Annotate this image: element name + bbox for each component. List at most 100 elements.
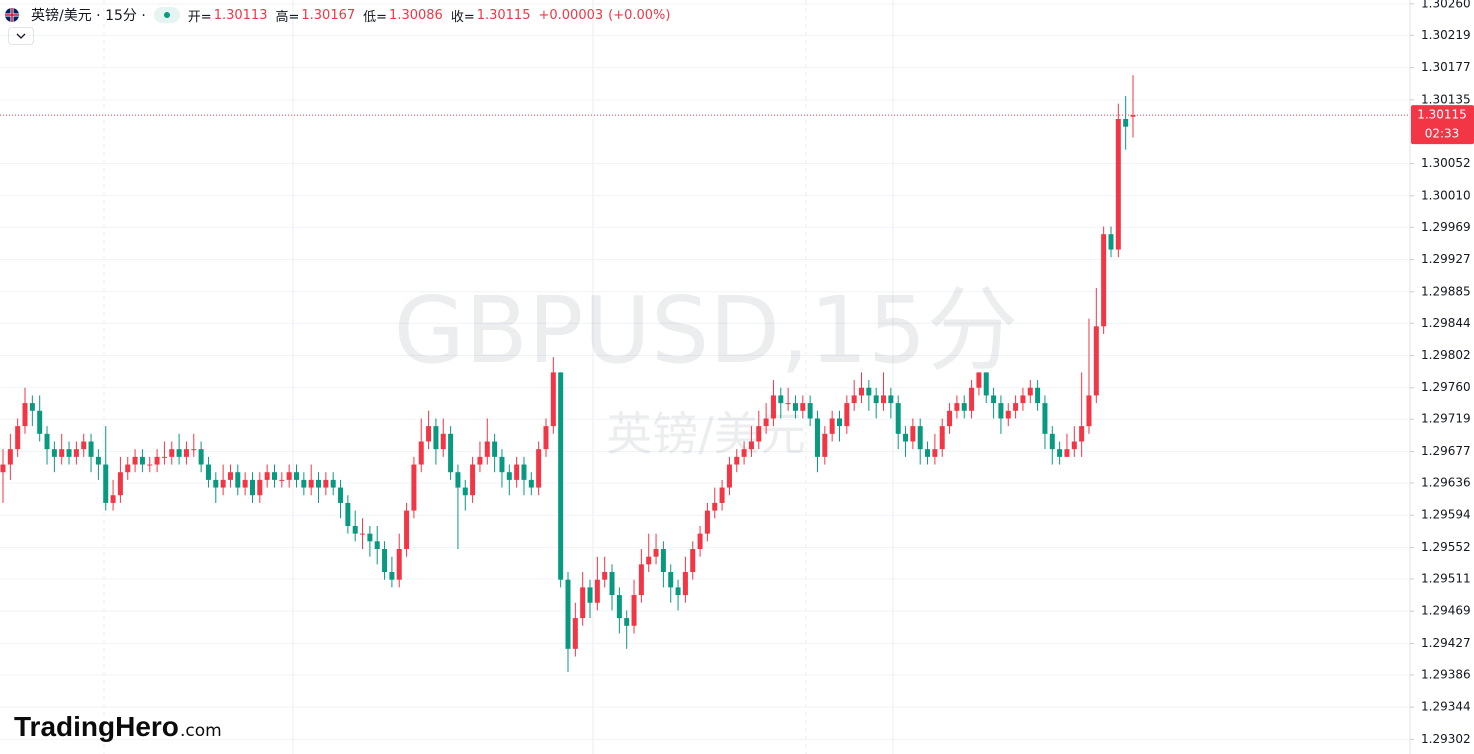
candle-body — [352, 525, 358, 534]
candle-body — [51, 449, 57, 457]
candle-body — [763, 418, 769, 427]
candle-body — [183, 449, 189, 457]
y-tick-label: 1.29594 — [1421, 508, 1471, 522]
y-tick-label: 1.29386 — [1421, 667, 1471, 681]
y-tick-label: 1.30219 — [1421, 28, 1471, 42]
candle-body — [345, 502, 351, 526]
y-tick-label: 1.29802 — [1421, 348, 1471, 362]
candle-body — [976, 372, 982, 388]
y-tick-label: 1.29427 — [1421, 636, 1471, 650]
candle-body — [81, 441, 87, 450]
candle-body — [550, 372, 556, 427]
candle-body — [125, 464, 131, 473]
candle-body — [176, 449, 182, 457]
candle-body — [873, 395, 879, 404]
candle-body — [844, 403, 850, 427]
low-value: 1.30086 — [389, 7, 443, 23]
candle-body — [22, 403, 28, 427]
candle-body — [396, 548, 402, 580]
candle-body — [800, 403, 806, 411]
last-price-label: 1.30115 — [1417, 108, 1467, 122]
countdown: 02:33 — [1425, 127, 1460, 141]
candle-body — [631, 595, 637, 626]
candle-body — [506, 472, 512, 480]
candle-body — [1042, 403, 1048, 434]
candle-body — [484, 441, 490, 457]
close-value: 1.30115 — [476, 7, 531, 23]
y-tick-label: 1.30010 — [1421, 188, 1471, 202]
candle-body — [734, 456, 740, 465]
candle-body — [0, 464, 6, 473]
candle-body — [279, 479, 285, 481]
candle-body — [932, 449, 938, 457]
symbol[interactable]: 英镑/美元 · 15分 · — [31, 8, 146, 24]
candle-body — [778, 395, 784, 404]
candle-body — [492, 441, 498, 457]
price-axis: 1.30260 1.30219 1.30177 1.30135 1.30052 1.300… — [1410, 0, 1474, 746]
candle-body — [205, 464, 211, 480]
candle-body — [95, 456, 101, 465]
candle-body — [594, 579, 600, 603]
candle-body — [961, 403, 967, 411]
candle-body — [147, 464, 153, 466]
candle-body — [954, 403, 960, 411]
candle-body — [565, 579, 571, 649]
candle-body — [558, 372, 564, 580]
candle-body — [301, 479, 307, 488]
candle-body — [910, 426, 916, 442]
candle-body — [822, 433, 828, 457]
candle-body — [271, 472, 277, 480]
candle-body — [712, 502, 718, 511]
candle-body — [330, 479, 336, 488]
candle-body — [888, 395, 894, 404]
candle-body — [638, 564, 644, 596]
candle-body — [360, 533, 366, 535]
candle-body — [404, 510, 410, 549]
candle-body — [316, 479, 322, 488]
candle-body — [191, 449, 197, 451]
high-label: 高= — [275, 9, 300, 25]
candle-body — [15, 426, 21, 450]
candle-body — [462, 487, 468, 496]
y-tick-label: 1.29636 — [1421, 475, 1471, 489]
candle-body — [338, 487, 344, 503]
candle-body — [1049, 433, 1055, 450]
candle-body — [792, 403, 798, 411]
candle-body — [983, 372, 989, 396]
y-tick-label: 1.30260 — [1421, 0, 1471, 10]
candle-body — [770, 395, 776, 419]
candle-body — [477, 456, 483, 465]
candle-body — [1086, 395, 1092, 427]
y-tick-label: 1.30177 — [1421, 60, 1471, 74]
y-tick-label: 1.29677 — [1421, 444, 1471, 458]
candle-body — [213, 479, 219, 488]
candle-body — [682, 572, 688, 596]
candle-body — [587, 587, 593, 603]
candle-body — [1130, 115, 1136, 117]
candle-body — [521, 464, 527, 480]
candle-body — [59, 449, 65, 457]
candle-body — [242, 479, 248, 488]
open-label: 开= — [187, 9, 212, 25]
candle-body — [998, 403, 1004, 419]
candle-body — [308, 479, 314, 488]
candle-body — [917, 426, 923, 450]
last-price-box — [1411, 105, 1474, 145]
candle-body — [939, 426, 945, 450]
candle-body — [1079, 426, 1085, 442]
candle-body — [198, 449, 204, 465]
candle-body — [110, 495, 116, 503]
collapse-button[interactable] — [8, 27, 34, 45]
candle-body — [807, 403, 813, 419]
candle-body — [836, 418, 842, 427]
candle-body — [7, 449, 13, 465]
candle-body — [719, 487, 725, 503]
candle-body — [235, 472, 241, 488]
logo: TradingHero — [14, 711, 179, 742]
candles — [0, 75, 1410, 672]
change-pct: (+0.00%) — [608, 7, 671, 23]
candle-body — [969, 387, 975, 411]
candle-body — [29, 403, 35, 411]
